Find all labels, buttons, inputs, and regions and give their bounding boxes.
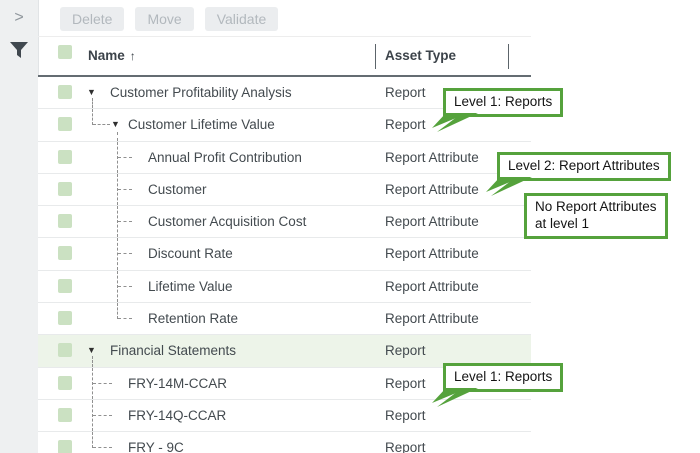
asset-name: Annual Profit Contribution xyxy=(148,149,302,165)
tree-connector xyxy=(117,238,118,270)
callout-tail xyxy=(432,388,478,407)
row-checkbox[interactable] xyxy=(58,375,72,390)
tree-connector xyxy=(117,303,118,320)
tree-connector xyxy=(118,221,132,223)
tree-connector xyxy=(93,124,110,126)
row-checkbox[interactable] xyxy=(58,149,72,164)
row-checkbox[interactable] xyxy=(58,311,72,326)
column-header-name-label: Name xyxy=(88,48,125,63)
tree-connector xyxy=(92,367,93,399)
asset-name: FRY-14Q-CCAR xyxy=(128,407,227,423)
column-header-asset-type[interactable]: Asset Type xyxy=(385,48,457,63)
asset-name: Lifetime Value xyxy=(148,278,233,294)
row-checkbox[interactable] xyxy=(58,246,72,261)
tree-connector xyxy=(93,414,112,416)
table-row[interactable]: Retention Rate Report Attribute xyxy=(38,303,531,336)
expander-collapse-icon[interactable]: ▼ xyxy=(87,87,96,97)
tree-connector xyxy=(117,132,118,141)
table-row[interactable]: FRY-14Q-CCAR Report xyxy=(38,399,531,433)
row-checkbox[interactable] xyxy=(58,278,72,293)
tree-connector xyxy=(117,270,118,303)
panel-expand-icon[interactable]: > xyxy=(14,9,24,26)
row-checkbox[interactable] xyxy=(58,214,72,229)
tree-connector xyxy=(117,206,118,238)
asset-type: Report Attribute xyxy=(385,246,479,262)
asset-type: Report xyxy=(385,117,426,133)
validate-button[interactable]: Validate xyxy=(204,7,279,31)
asset-name: Customer Acquisition Cost xyxy=(148,214,307,230)
asset-type: Report xyxy=(385,375,426,391)
row-checkbox[interactable] xyxy=(58,407,72,422)
tree-connector xyxy=(118,285,132,287)
tree-connector xyxy=(118,318,132,320)
asset-name: Retention Rate xyxy=(148,311,239,327)
asset-type: Report Attribute xyxy=(385,181,479,197)
annotation-callout: No Report Attributes at level 1 xyxy=(524,193,668,239)
table-header-row: Name ↑ Asset Type xyxy=(38,36,531,77)
tree-connector xyxy=(117,173,118,206)
asset-name: FRY-14M-CCAR xyxy=(128,375,228,391)
filter-panel-rail: > xyxy=(0,0,39,453)
callout-tail xyxy=(432,113,478,132)
tree-connector xyxy=(92,98,93,109)
row-checkbox[interactable] xyxy=(58,343,72,358)
table-row[interactable]: Customer Report Attribute xyxy=(38,173,531,207)
tree-connector xyxy=(118,156,132,158)
delete-button[interactable]: Delete xyxy=(60,7,125,31)
asset-name: Customer Profitability Analysis xyxy=(110,85,292,100)
tree-connector xyxy=(93,382,112,384)
asset-type: Report xyxy=(385,407,426,423)
tree-connector xyxy=(92,356,93,367)
annotation-text: No Report Attributes at level 1 xyxy=(535,199,657,231)
row-checkbox[interactable] xyxy=(58,85,72,99)
asset-type: Report xyxy=(385,85,426,100)
asset-type: Report xyxy=(385,343,426,359)
asset-type: Report Attribute xyxy=(385,311,479,327)
asset-name: FRY - 9C xyxy=(128,440,184,453)
expander-collapse-icon[interactable]: ▼ xyxy=(87,345,96,356)
row-checkbox[interactable] xyxy=(58,117,72,132)
move-button[interactable]: Move xyxy=(135,7,194,31)
annotation-callout: Level 1: Reports xyxy=(432,88,564,132)
asset-name: Financial Statements xyxy=(110,343,237,359)
tree-connector xyxy=(93,447,112,449)
tree-connector xyxy=(92,109,93,126)
asset-type: Report Attribute xyxy=(385,214,479,230)
table-row[interactable]: Customer Acquisition Cost Report Attribu… xyxy=(38,206,531,239)
sort-ascending-icon: ↑ xyxy=(129,49,136,63)
asset-name: Customer Lifetime Value xyxy=(128,117,275,133)
row-checkbox[interactable] xyxy=(58,440,72,453)
annotation-callout: Level 1: Reports xyxy=(432,363,564,407)
tree-connector xyxy=(92,432,93,449)
tree-connector xyxy=(118,188,132,190)
column-header-name[interactable]: Name ↑ xyxy=(88,48,136,63)
expander-collapse-icon[interactable]: ▼ xyxy=(111,119,120,130)
asset-name: Customer xyxy=(148,181,207,197)
asset-tree-table: Name ↑ Asset Type ▼ Customer Profitabilit… xyxy=(38,36,531,453)
asset-name: Discount Rate xyxy=(148,246,233,262)
select-all-checkbox[interactable] xyxy=(58,45,72,59)
table-row[interactable]: FRY - 9C Report xyxy=(38,432,531,453)
annotation-callout: Level 2: Report Attributes xyxy=(486,152,671,196)
table-row[interactable]: Lifetime Value Report Attribute xyxy=(38,270,531,304)
asset-type: Report xyxy=(385,440,426,453)
asset-type: Report Attribute xyxy=(385,149,479,165)
tree-connector xyxy=(118,253,132,255)
tree-connector xyxy=(117,141,118,173)
tree-connector xyxy=(92,399,93,432)
annotation-text: Level 1: Reports xyxy=(454,369,553,384)
table-row-selected[interactable]: ▼ Financial Statements Report xyxy=(38,335,531,368)
table-row[interactable]: Annual Profit Contribution Report Attrib… xyxy=(38,141,531,174)
asset-type: Report Attribute xyxy=(385,278,479,294)
callout-tail xyxy=(486,177,532,196)
annotation-text: Level 2: Report Attributes xyxy=(508,158,660,173)
filter-icon[interactable] xyxy=(10,42,28,59)
table-row[interactable]: Discount Rate Report Attribute xyxy=(38,238,531,271)
annotation-text: Level 1: Reports xyxy=(454,94,553,109)
toolbar: Delete Move Validate xyxy=(60,7,279,31)
row-checkbox[interactable] xyxy=(58,181,72,196)
column-resize-handle[interactable] xyxy=(375,44,376,69)
column-resize-handle[interactable] xyxy=(508,44,509,69)
